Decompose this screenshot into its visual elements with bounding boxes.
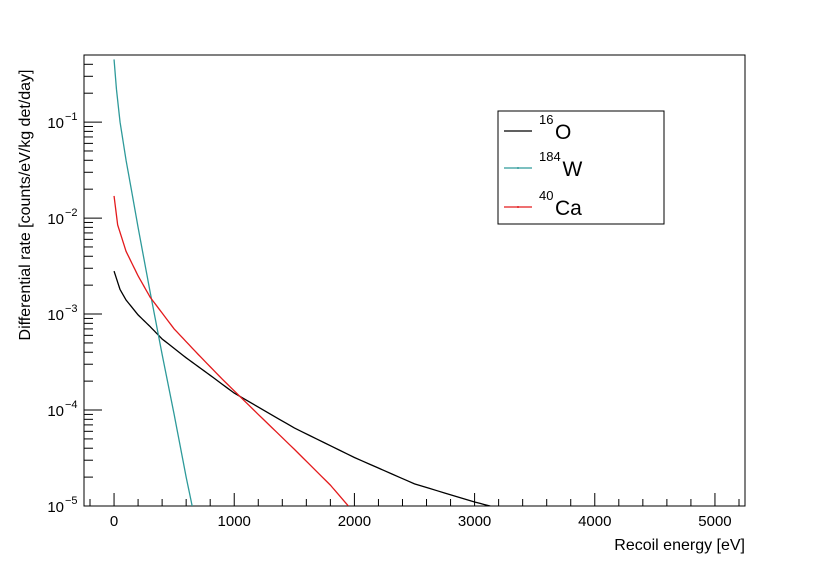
series-line-184W — [113, 59, 193, 506]
y-tick-exponent: −1 — [65, 111, 78, 123]
y-tick-exponent: −3 — [65, 303, 78, 315]
x-tick-label: 1000 — [218, 513, 251, 530]
y-axis-label: Differential rate [counts/eV/kg det/day] — [17, 70, 34, 341]
y-tick-label: 10 — [47, 115, 64, 132]
series-line-16O — [113, 270, 493, 506]
legend-marker-184W — [517, 167, 519, 169]
x-axis-ticks: 0 1000 2000 3000 4000 5000 — [89, 493, 740, 530]
legend-marker-40Ca — [517, 206, 519, 208]
legend-label-main: W — [563, 158, 583, 181]
y-tick-exponent: −4 — [65, 399, 78, 411]
legend-label-main: O — [555, 121, 571, 144]
x-tick-label: 4000 — [578, 513, 611, 530]
x-tick-label: 0 — [110, 513, 118, 530]
x-tick-label: 3000 — [458, 513, 491, 530]
legend-label-sup: 184 — [539, 149, 561, 164]
legend-label-sup: 40 — [539, 188, 553, 203]
y-tick-label: 10 — [47, 403, 64, 420]
y-tick-label: 10 — [47, 211, 64, 228]
series-line-40Ca — [113, 195, 349, 506]
y-tick-label: 10 — [47, 307, 64, 324]
plot-frame — [83, 54, 746, 507]
x-tick-label: 2000 — [338, 513, 371, 530]
legend-label-main: Ca — [555, 197, 582, 220]
y-axis-ticks: 10−510−410−310−210−1 — [47, 54, 102, 516]
x-axis-label: Recoil energy [eV] — [614, 537, 745, 554]
x-tick-label: 5000 — [698, 513, 731, 530]
legend-label-sup: 16 — [539, 112, 553, 127]
y-tick-label: 10 — [47, 499, 64, 516]
curves — [113, 59, 493, 506]
y-tick-exponent: −2 — [65, 207, 78, 219]
y-tick-exponent: −5 — [65, 495, 78, 507]
